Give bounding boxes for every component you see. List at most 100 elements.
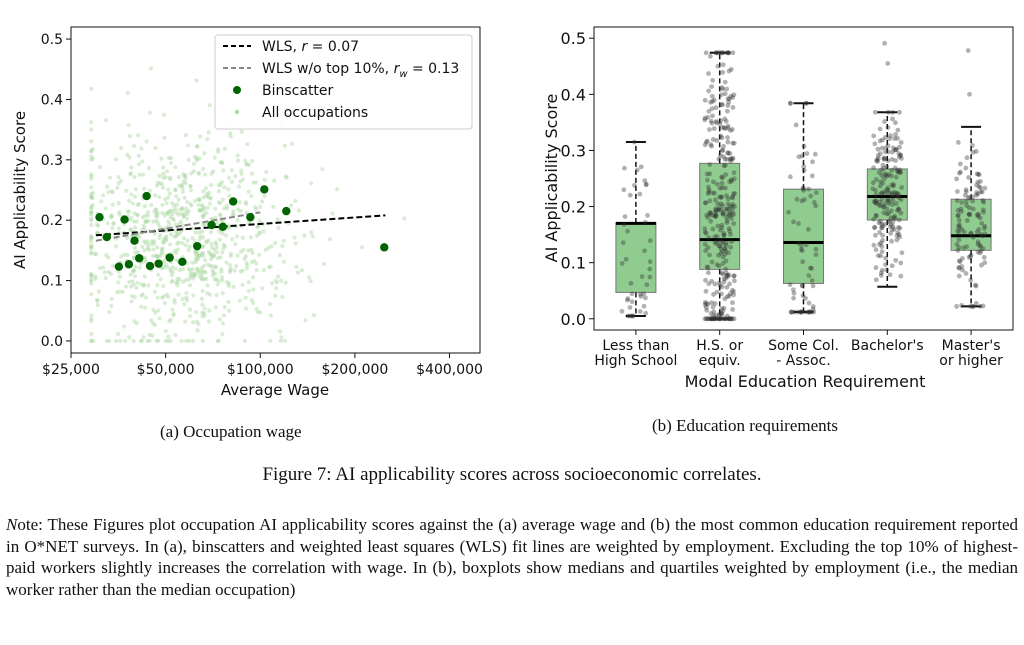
jitter-point <box>623 256 629 262</box>
jitter-point <box>895 190 900 196</box>
occupation-point <box>89 139 94 144</box>
occupation-point <box>202 212 207 218</box>
jitter-point <box>873 200 879 206</box>
jitter-point <box>644 282 650 288</box>
jitter-point <box>803 100 809 106</box>
occupation-point <box>183 206 189 211</box>
jitter-point <box>726 250 731 256</box>
jitter-point <box>791 290 797 296</box>
occupation-point <box>183 278 189 283</box>
jitter-point <box>973 283 979 289</box>
jitter-point <box>714 233 720 239</box>
jitter-point <box>719 222 725 228</box>
jitter-point <box>956 265 962 270</box>
jitter-point <box>968 231 973 237</box>
jitter-point <box>889 194 895 200</box>
jitter-point <box>724 270 729 276</box>
jitter-point <box>892 213 898 219</box>
jitter-point <box>890 109 896 115</box>
occupation-point <box>180 185 185 191</box>
jitter-point <box>724 156 730 162</box>
jitter-point <box>810 159 815 165</box>
occupation-point <box>129 216 134 221</box>
occupation-point <box>206 190 212 196</box>
jitter-point <box>798 309 804 315</box>
binscatter-point <box>207 220 216 230</box>
jitter-point <box>632 139 637 145</box>
jitter-point <box>719 174 725 180</box>
jitter-point <box>879 225 885 231</box>
jitter-point <box>720 175 725 181</box>
jitter-point <box>716 205 722 211</box>
occupation-point <box>183 243 188 248</box>
subcaption-a: (a) Occupation wage <box>160 422 302 441</box>
jitter-point <box>959 200 965 205</box>
jitter-point <box>725 150 731 156</box>
occupation-point <box>154 214 159 219</box>
jitter-point <box>872 224 878 230</box>
occupation-point <box>153 253 159 258</box>
jitter-point <box>705 214 710 220</box>
jitter-point <box>977 215 983 221</box>
occupation-point <box>180 189 185 194</box>
jitter-point <box>703 248 709 254</box>
jitter-point <box>976 211 981 217</box>
occupation-point <box>172 234 177 239</box>
jitter-point <box>967 212 972 218</box>
jitter-point <box>956 273 962 279</box>
occupation-point <box>155 283 160 288</box>
occupation-point <box>182 195 187 200</box>
jitter-point <box>794 196 800 202</box>
jitter-point <box>641 291 647 297</box>
jitter-point <box>966 175 972 180</box>
occupation-point <box>151 307 156 313</box>
occupation-point <box>238 208 244 214</box>
jitter-point <box>724 273 730 279</box>
jitter-point <box>956 230 962 235</box>
jitter-point <box>715 201 721 207</box>
jitter-point <box>976 172 982 178</box>
jitter-point <box>708 118 714 124</box>
jitter-point <box>887 224 893 229</box>
occupation-point <box>177 267 182 273</box>
occupation-point <box>201 208 206 213</box>
occupation-point <box>137 172 142 177</box>
occupation-point <box>107 338 112 344</box>
jitter-point <box>724 272 730 278</box>
jitter-point <box>973 149 979 154</box>
occupation-point <box>144 295 149 300</box>
jitter-point <box>964 155 970 161</box>
jitter-point <box>731 176 737 182</box>
occupation-point <box>170 201 175 206</box>
jitter-point <box>879 249 885 254</box>
binscatter-point <box>114 262 124 271</box>
legend-wls-label: WLS, r = 0.07 <box>262 39 359 55</box>
all-occupations-points <box>89 66 407 344</box>
occupation-point <box>233 241 238 247</box>
occupation-point <box>89 127 94 132</box>
jitter-point <box>730 105 736 110</box>
occupation-point <box>144 218 149 223</box>
jitter-point <box>727 156 733 162</box>
jitter-point <box>808 193 814 199</box>
occupation-point <box>282 338 288 344</box>
occupation-point <box>89 206 94 211</box>
occupation-point <box>136 153 141 158</box>
jitter-point <box>877 151 883 156</box>
jitter-point <box>713 105 719 111</box>
occupation-point <box>184 338 189 344</box>
jitter-point <box>707 53 713 59</box>
occupation-point <box>223 233 229 238</box>
occupation-point <box>137 234 142 240</box>
jitter-point <box>879 221 884 227</box>
jitter-point <box>704 264 710 270</box>
jitter-point <box>704 307 710 313</box>
jitter-point <box>895 225 901 230</box>
jitter-point <box>980 207 986 213</box>
jitter-point <box>731 273 737 279</box>
occupation-point <box>157 224 162 229</box>
occupation-point <box>241 247 246 253</box>
jitter-point <box>714 316 720 322</box>
jitter-point <box>954 176 960 182</box>
